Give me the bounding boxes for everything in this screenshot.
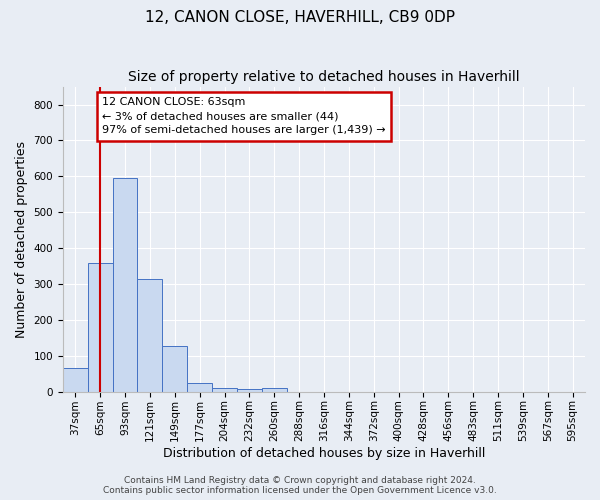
Text: Contains HM Land Registry data © Crown copyright and database right 2024.
Contai: Contains HM Land Registry data © Crown c…	[103, 476, 497, 495]
Bar	[63, 368, 88, 392]
Text: 12, CANON CLOSE, HAVERHILL, CB9 0DP: 12, CANON CLOSE, HAVERHILL, CB9 0DP	[145, 10, 455, 25]
Bar	[187, 382, 212, 392]
Y-axis label: Number of detached properties: Number of detached properties	[15, 140, 28, 338]
Bar	[113, 178, 137, 392]
Title: Size of property relative to detached houses in Haverhill: Size of property relative to detached ho…	[128, 70, 520, 84]
Bar	[137, 280, 163, 392]
Bar	[237, 389, 262, 392]
Bar	[212, 388, 237, 392]
Bar	[88, 263, 113, 392]
Bar	[163, 346, 187, 392]
X-axis label: Distribution of detached houses by size in Haverhill: Distribution of detached houses by size …	[163, 447, 485, 460]
Bar	[262, 388, 287, 392]
Text: 12 CANON CLOSE: 63sqm
← 3% of detached houses are smaller (44)
97% of semi-detac: 12 CANON CLOSE: 63sqm ← 3% of detached h…	[102, 98, 386, 136]
